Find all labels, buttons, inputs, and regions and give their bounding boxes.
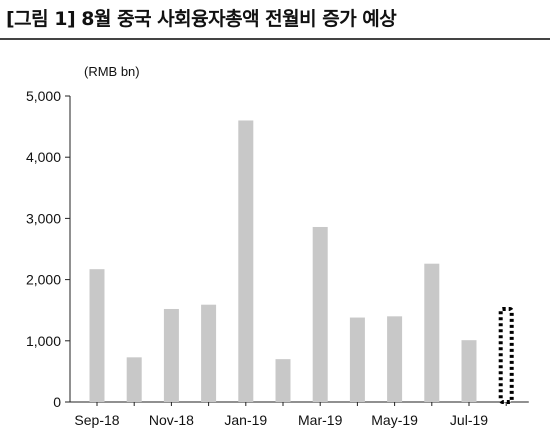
y-tick-label: 2,000 [26,272,61,288]
bar-Jul-19 [461,340,477,402]
title-divider [0,38,550,40]
x-tick-label: Mar-19 [298,412,343,428]
bar-Jan-19 [238,120,254,402]
x-tick-label: May-19 [371,412,418,428]
bar-Jun-19 [424,263,440,402]
chart-labels: (RMB bn) 0 1,000 2,000 3,000 4,000 5,000 Sep-18… [26,64,488,428]
bar-Mar-19 [312,226,328,402]
x-tick-label: Jan-19 [224,412,267,428]
bar-Dec-18 [201,304,217,402]
y-tick-label: 3,000 [26,210,61,226]
y-tick-label: 4,000 [26,149,61,165]
x-tick-label: Sep-18 [74,412,119,428]
bar-May-19 [387,316,403,402]
chart-bars [89,120,514,405]
y-tick-label: 1,000 [26,333,61,349]
y-tick-label: 0 [53,394,61,410]
x-tick-label: Jul-19 [450,412,488,428]
bar-Nov-18 [163,308,179,402]
bar-Feb-19 [275,359,291,402]
bar-Sep-18 [89,269,105,402]
y-unit-label: (RMB bn) [84,64,140,79]
chart-title: [그림 1] 8월 중국 사회융자총액 전월비 증가 예상 [6,8,397,30]
x-tick-label: Nov-18 [149,412,194,428]
bar-Apr-19 [349,317,365,402]
y-tick-label: 5,000 [26,88,61,104]
chart-axes [65,95,529,406]
bar-Aug-19-forecast [498,306,514,405]
bar-Oct-18 [126,357,142,402]
